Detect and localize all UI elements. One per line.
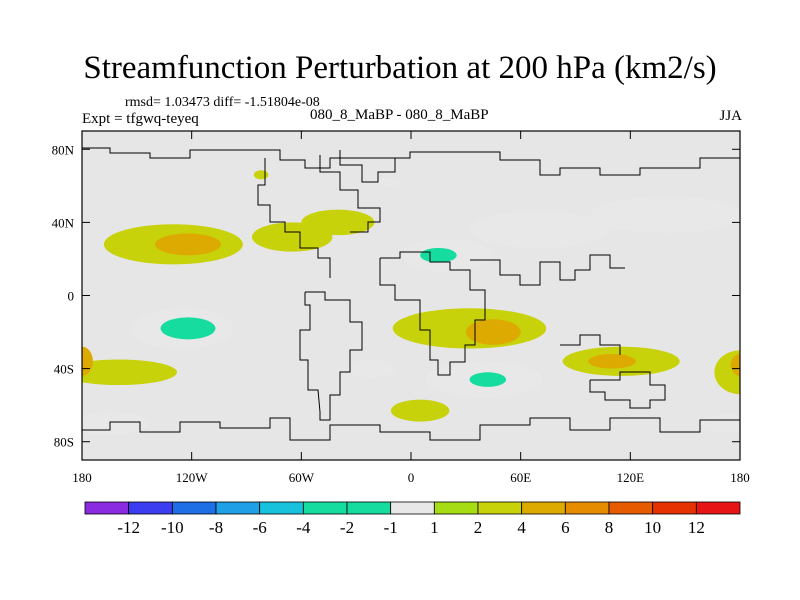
axes: 180 120W 60W 0 60E 120E 180 80N 40N 0 40S 80S — [52, 131, 750, 485]
contour-region — [160, 317, 216, 340]
contour-region — [699, 414, 740, 433]
colorbar-box — [171, 501, 217, 515]
colorbar-box — [608, 501, 654, 515]
colorbar-label: -1 — [384, 518, 398, 537]
chart-title: Streamfunction Perturbation at 200 hPa (… — [83, 50, 717, 86]
contour-region — [465, 319, 521, 345]
colorbar-label: -2 — [340, 518, 354, 537]
y-tick-label: 80N — [52, 142, 75, 157]
colorbar-box — [477, 501, 523, 515]
rmsd-diff-stats: rmsd= 1.03473 diff= -1.51804e-08 — [125, 95, 320, 110]
colorbar-box — [302, 501, 348, 515]
colorbar-label: -8 — [209, 518, 223, 537]
colorbar-box — [695, 501, 741, 515]
colorbar-label: 4 — [517, 518, 526, 537]
contour-region — [420, 247, 457, 263]
colorbar-label: 10 — [644, 518, 661, 537]
y-tick-label: 40N — [52, 215, 75, 230]
colorbar-box — [128, 501, 173, 515]
season-label: JJA — [719, 108, 742, 124]
colorbar-box — [521, 501, 566, 515]
contour-region — [378, 177, 401, 187]
colorbar-label: 6 — [561, 518, 570, 537]
contour-region — [155, 233, 221, 256]
colorbar-label: -6 — [253, 518, 267, 537]
colorbar-box — [215, 501, 261, 515]
colorbar-box — [259, 501, 304, 515]
colorbar-label: 8 — [605, 518, 614, 537]
x-tick-label: 120E — [617, 470, 645, 485]
colorbar-label: -12 — [117, 518, 140, 537]
coastline-maritime — [560, 334, 621, 355]
y-tick-label: 80S — [54, 435, 74, 450]
y-tick-label: 0 — [68, 289, 75, 304]
contour-region — [301, 209, 375, 236]
contour-region — [82, 359, 178, 386]
coastline-africa — [379, 251, 486, 376]
x-tick-label: 60E — [510, 470, 531, 485]
x-tick-label: 180 — [730, 470, 750, 485]
coastline-antarctica — [82, 417, 740, 441]
contour-region — [347, 359, 395, 378]
x-tick-label: 0 — [408, 470, 415, 485]
experiment-label: Expt = tfgwq-teyeq — [82, 111, 199, 127]
coastline-northamerica-east — [319, 155, 381, 233]
colorbar-box — [346, 501, 392, 515]
experiment-difference-label: 080_8_MaBP - 080_8_MaBP — [310, 107, 489, 123]
coastline-northamerica — [257, 158, 331, 278]
colorbar-label: -4 — [296, 518, 311, 537]
contour-region — [730, 353, 740, 376]
colorbar-box — [652, 501, 697, 515]
contour-region — [253, 170, 269, 180]
colorbar-label: 1 — [430, 518, 439, 537]
colorbar-label: -10 — [161, 518, 184, 537]
x-tick-label: 180 — [72, 470, 92, 485]
contour-fields — [82, 170, 740, 435]
contour-region — [390, 399, 450, 422]
colorbar-box — [390, 501, 435, 515]
colorbar-box — [433, 501, 479, 515]
colorbar-box — [564, 501, 610, 515]
x-tick-label: 60W — [289, 470, 315, 485]
contour-region — [469, 211, 609, 248]
y-tick-label: 40S — [54, 362, 74, 377]
coastline-southamerica — [299, 291, 363, 421]
colorbar: -12 -10 -8 -6 -4 -2 -1 1 2 4 6 8 10 12 — [84, 501, 741, 537]
contour-region — [469, 372, 507, 387]
coastline-eurasia — [82, 147, 740, 176]
contour-region — [82, 412, 150, 435]
contour-region — [588, 353, 636, 369]
colorbar-label: 2 — [474, 518, 483, 537]
coastline-asia-south — [470, 254, 625, 286]
coastline-greenland — [339, 150, 396, 183]
x-tick-label: 120W — [176, 470, 209, 485]
coastline-australia — [589, 371, 666, 409]
colorbar-box — [84, 501, 130, 515]
coastlines — [82, 147, 740, 441]
colorbar-label: 12 — [688, 518, 705, 537]
contour-region — [590, 196, 740, 234]
